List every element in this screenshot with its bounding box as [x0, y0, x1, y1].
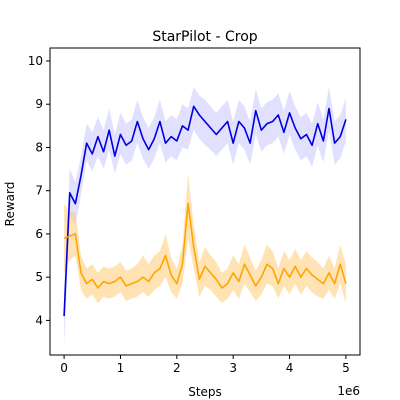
plot-frame	[49, 47, 361, 356]
y-axis-label: Reward	[3, 182, 17, 227]
x-tick-label: 3	[229, 361, 237, 375]
axes: 0 1 2 3 4 5 4 5 6 7 8 9 10	[28, 47, 361, 375]
series-2-line	[63, 202, 347, 289]
y-tick-label: 9	[35, 97, 43, 111]
x-axis-label: Steps	[188, 385, 222, 399]
y-tick-label: 7	[35, 184, 43, 198]
x-tick-label: 5	[342, 361, 350, 375]
y-tick-label: 8	[35, 140, 43, 154]
series-1-line	[63, 105, 347, 317]
x-axis-offset-label: 1e6	[337, 384, 360, 398]
y-tick-label: 4	[35, 313, 43, 327]
confidence-bands	[64, 86, 346, 347]
chart-title: StarPilot - Crop	[152, 29, 257, 45]
y-tick-label: 5	[35, 270, 43, 284]
x-tick-label: 4	[286, 361, 294, 375]
y-tick-label: 10	[28, 54, 43, 68]
x-tick-label: 1	[117, 361, 125, 375]
y-tick-label: 6	[35, 227, 43, 241]
x-tick-label: 0	[60, 361, 68, 375]
series-2-band	[64, 173, 346, 304]
series-1-band	[64, 86, 346, 347]
x-tick-label: 2	[173, 361, 181, 375]
series-lines	[63, 105, 347, 317]
